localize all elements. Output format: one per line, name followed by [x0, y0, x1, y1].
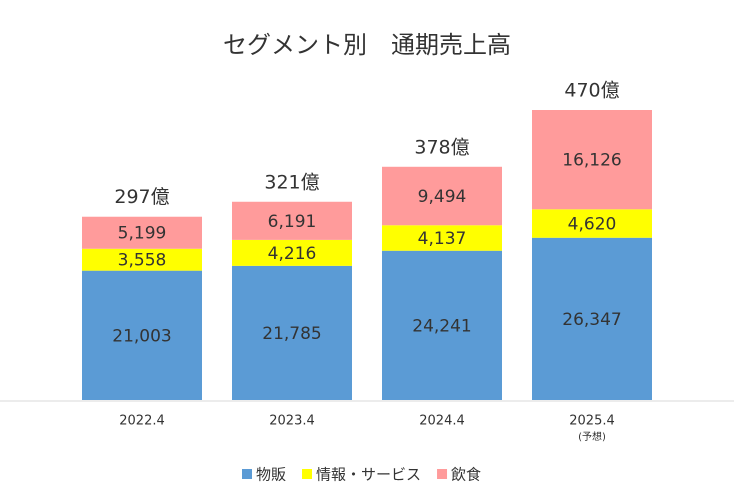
total-label: 297億 [114, 186, 169, 208]
chart-title: セグメント別 通期売上高 [223, 31, 511, 59]
value-label: 16,126 [562, 151, 621, 171]
value-label: 26,347 [562, 310, 621, 330]
bar-segment [82, 248, 202, 271]
x-tick-label: 2022.4 [119, 414, 165, 429]
bar-segment [232, 201, 352, 240]
value-label: 5,199 [118, 224, 167, 244]
bar-segment [382, 166, 502, 226]
legend-label: 物販 [256, 466, 286, 484]
total-label: 321億 [264, 171, 319, 193]
legend-swatch [242, 469, 252, 479]
legend-label: 情報・サービス [316, 466, 421, 484]
x-tick-note: (予想) [578, 430, 606, 443]
bar-segment [532, 237, 652, 400]
value-label: 9,494 [418, 187, 467, 207]
value-label: 21,785 [262, 324, 321, 344]
bar-segment [232, 265, 352, 400]
bar-segment [532, 209, 652, 238]
legend-swatch [302, 469, 313, 479]
value-label: 21,003 [112, 326, 171, 346]
value-label: 24,241 [412, 316, 471, 336]
x-tick-label: 2023.4 [269, 414, 315, 429]
value-label: 6,191 [268, 212, 317, 232]
value-label: 4,216 [268, 244, 317, 264]
value-label: 4,137 [418, 229, 467, 249]
legend-swatch [437, 469, 448, 479]
bar-segment [382, 250, 502, 400]
legend-label: 飲食 [451, 466, 481, 484]
bar-segment [382, 225, 502, 251]
x-tick-label: 2025.4 [569, 414, 615, 429]
x-tick-label: 2024.4 [419, 414, 465, 429]
bar-segment [82, 270, 202, 400]
bar-segment [532, 110, 652, 210]
value-label: 3,558 [118, 251, 167, 271]
bar-segment [232, 239, 352, 266]
total-label: 470億 [564, 80, 619, 102]
total-label: 378億 [414, 136, 469, 158]
bar-segment [82, 216, 202, 249]
value-label: 4,620 [568, 215, 617, 235]
